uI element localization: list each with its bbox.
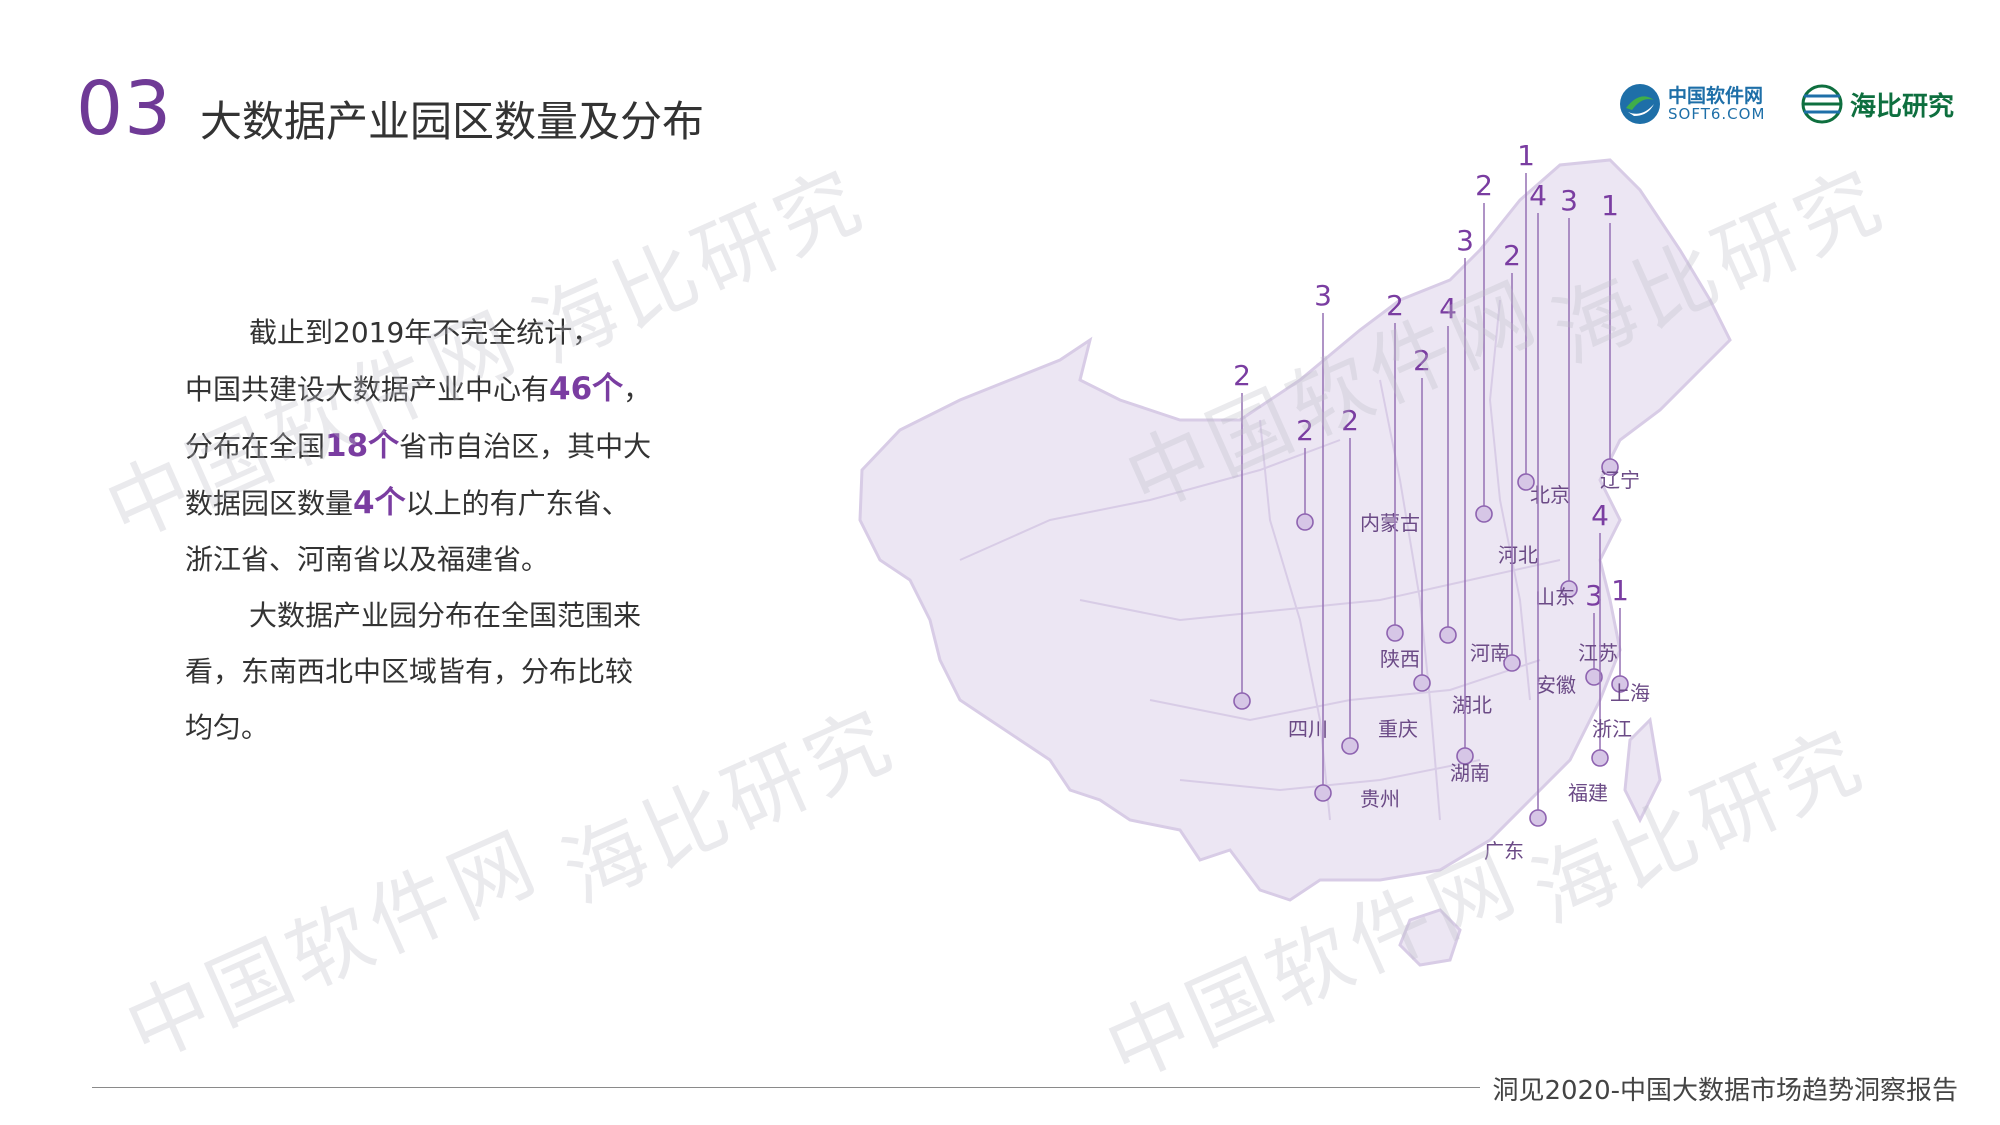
marker-count-label: 3: [1585, 579, 1603, 612]
haibi-logo: 海比研究: [1800, 84, 1954, 124]
marker-count-label: 2: [1296, 414, 1314, 447]
marker-dot: [1439, 626, 1457, 644]
province-marker: 4 河南: [1439, 292, 1510, 665]
province-marker: 1 上海: [1610, 574, 1650, 705]
p1-d: 以上的有广东省、浙江省、河南省以及福建省。: [185, 487, 630, 576]
soft6-logo: 中国软件网 SOFT6.COM: [1618, 82, 1765, 126]
province-markers: 1 北京 1 辽宁 2 内蒙古 2 河北 3 山东 2 陕西 4 河南 2 安徽 3 江苏 1 上海 2 湖北 2 四川 2 重庆…: [1233, 139, 1650, 863]
footer-text: 洞见2020-中国大数据市场趋势洞察报告: [1492, 1076, 1958, 1106]
soft6-logo-en: SOFT6.COM: [1668, 105, 1766, 123]
section-number: 03: [76, 66, 173, 152]
soft6-logo-icon: [1620, 84, 1660, 124]
marker-dot: [1560, 580, 1578, 598]
marker-dot: [1233, 692, 1251, 710]
marker-count-label: 2: [1503, 239, 1521, 272]
marker-dot: [1386, 624, 1404, 642]
province-name-label: 湖南: [1450, 761, 1490, 785]
soft6-logo-cn: 中国软件网: [1668, 85, 1764, 107]
marker-dot: [1601, 458, 1619, 476]
haibi-logo-text: 海比研究: [1850, 91, 1955, 122]
paragraph-1: 截止到2019年不完全统计， 中国共建设大数据产业中心有46个，分布在全国18个…: [185, 305, 655, 588]
province-marker: 2 内蒙古: [1296, 414, 1420, 535]
highlight-4: 4个: [353, 485, 406, 521]
province-name-label: 辽宁: [1600, 468, 1640, 492]
p1-a: 中国共建设大数据产业中心有: [185, 373, 550, 406]
province-marker: 1 北京: [1517, 139, 1570, 507]
province-name-label: 广东: [1484, 839, 1524, 863]
province-marker: 2 陕西: [1380, 289, 1420, 671]
marker-count-label: 2: [1341, 404, 1359, 437]
province-name-label: 福建: [1568, 781, 1608, 805]
marker-dot: [1529, 809, 1547, 827]
province-marker: 2 四川: [1233, 359, 1328, 741]
province-name-label: 湖北: [1452, 693, 1492, 717]
marker-dot: [1475, 505, 1493, 523]
marker-count-label: 4: [1529, 179, 1547, 212]
highlight-46: 46个: [549, 371, 624, 407]
marker-dot: [1413, 674, 1431, 692]
marker-count-label: 3: [1560, 184, 1578, 217]
province-marker: 3 湖南: [1450, 224, 1490, 785]
marker-dot: [1585, 668, 1603, 686]
province-marker: 2 湖北: [1413, 344, 1492, 717]
province-name-label: 陕西: [1380, 647, 1420, 671]
haibi-logo-icon: [1801, 84, 1843, 124]
page-title: 大数据产业园区数量及分布: [200, 97, 705, 146]
taiwan-island: [1623, 716, 1662, 824]
marker-count-label: 3: [1314, 279, 1332, 312]
province-marker: 3 江苏: [1578, 579, 1618, 686]
marker-count-label: 2: [1413, 344, 1431, 377]
marker-count-label: 1: [1611, 574, 1629, 607]
paragraph-2: 大数据产业园分布在全国范围来看，东南西北中区域皆有，分布比较均匀。: [185, 599, 642, 744]
marker-count-label: 1: [1601, 189, 1619, 222]
province-marker: 2 安徽: [1503, 239, 1576, 697]
province-name-label: 贵州: [1360, 787, 1400, 811]
marker-dot: [1456, 747, 1474, 765]
p1-c: 省市自治区，其中大数据园区数量: [185, 430, 652, 520]
marker-dot: [1503, 654, 1521, 672]
province-marker: 4 福建: [1529, 179, 1608, 827]
province-name-label: 北京: [1530, 483, 1570, 507]
footer-divider: [92, 1087, 1480, 1088]
province-marker: 3 贵州: [1314, 279, 1400, 811]
p1-b: ，分布在全国: [185, 373, 652, 463]
province-marker: 2 重庆: [1341, 404, 1418, 755]
marker-dot: [1591, 749, 1609, 767]
marker-dot: [1314, 784, 1332, 802]
marker-dot: [1611, 675, 1629, 693]
highlight-18: 18个: [325, 428, 400, 464]
province-name-label: 安徽: [1536, 673, 1576, 697]
province-marker: 2 河北: [1475, 169, 1538, 567]
marker-count-label: 3: [1456, 224, 1474, 257]
province-name-label: 四川: [1288, 717, 1328, 741]
province-name-label: 内蒙古: [1360, 511, 1420, 535]
province-name-label: 重庆: [1378, 717, 1418, 741]
marker-count-label: 4: [1439, 292, 1457, 325]
province-marker: 4 浙江: [1591, 499, 1632, 767]
marker-count-label: 1: [1517, 139, 1535, 172]
province-marker: 3 山东: [1535, 184, 1578, 609]
province-marker: 1 辽宁: [1600, 189, 1640, 492]
marker-count-label: 2: [1475, 169, 1493, 202]
province-name-label: 上海: [1610, 681, 1650, 705]
province-name-label: 浙江: [1592, 717, 1632, 741]
province-name-label: 江苏: [1578, 641, 1618, 665]
marker-count-label: 2: [1233, 359, 1251, 392]
marker-dot: [1296, 513, 1314, 531]
marker-count-label: 2: [1386, 289, 1404, 322]
body-text: 截止到2019年不完全统计， 中国共建设大数据产业中心有46个，分布在全国18个…: [185, 305, 655, 756]
p1-intro: 截止到2019年不完全统计，: [249, 316, 601, 349]
marker-dot: [1341, 737, 1359, 755]
marker-count-label: 4: [1591, 499, 1609, 532]
province-name-label: 河南: [1470, 641, 1510, 665]
province-name-label: 山东: [1535, 585, 1575, 609]
province-name-label: 河北: [1498, 543, 1538, 567]
hainan-island: [1398, 908, 1462, 967]
marker-dot: [1517, 473, 1535, 491]
province-marker: 广东: [1484, 839, 1524, 863]
